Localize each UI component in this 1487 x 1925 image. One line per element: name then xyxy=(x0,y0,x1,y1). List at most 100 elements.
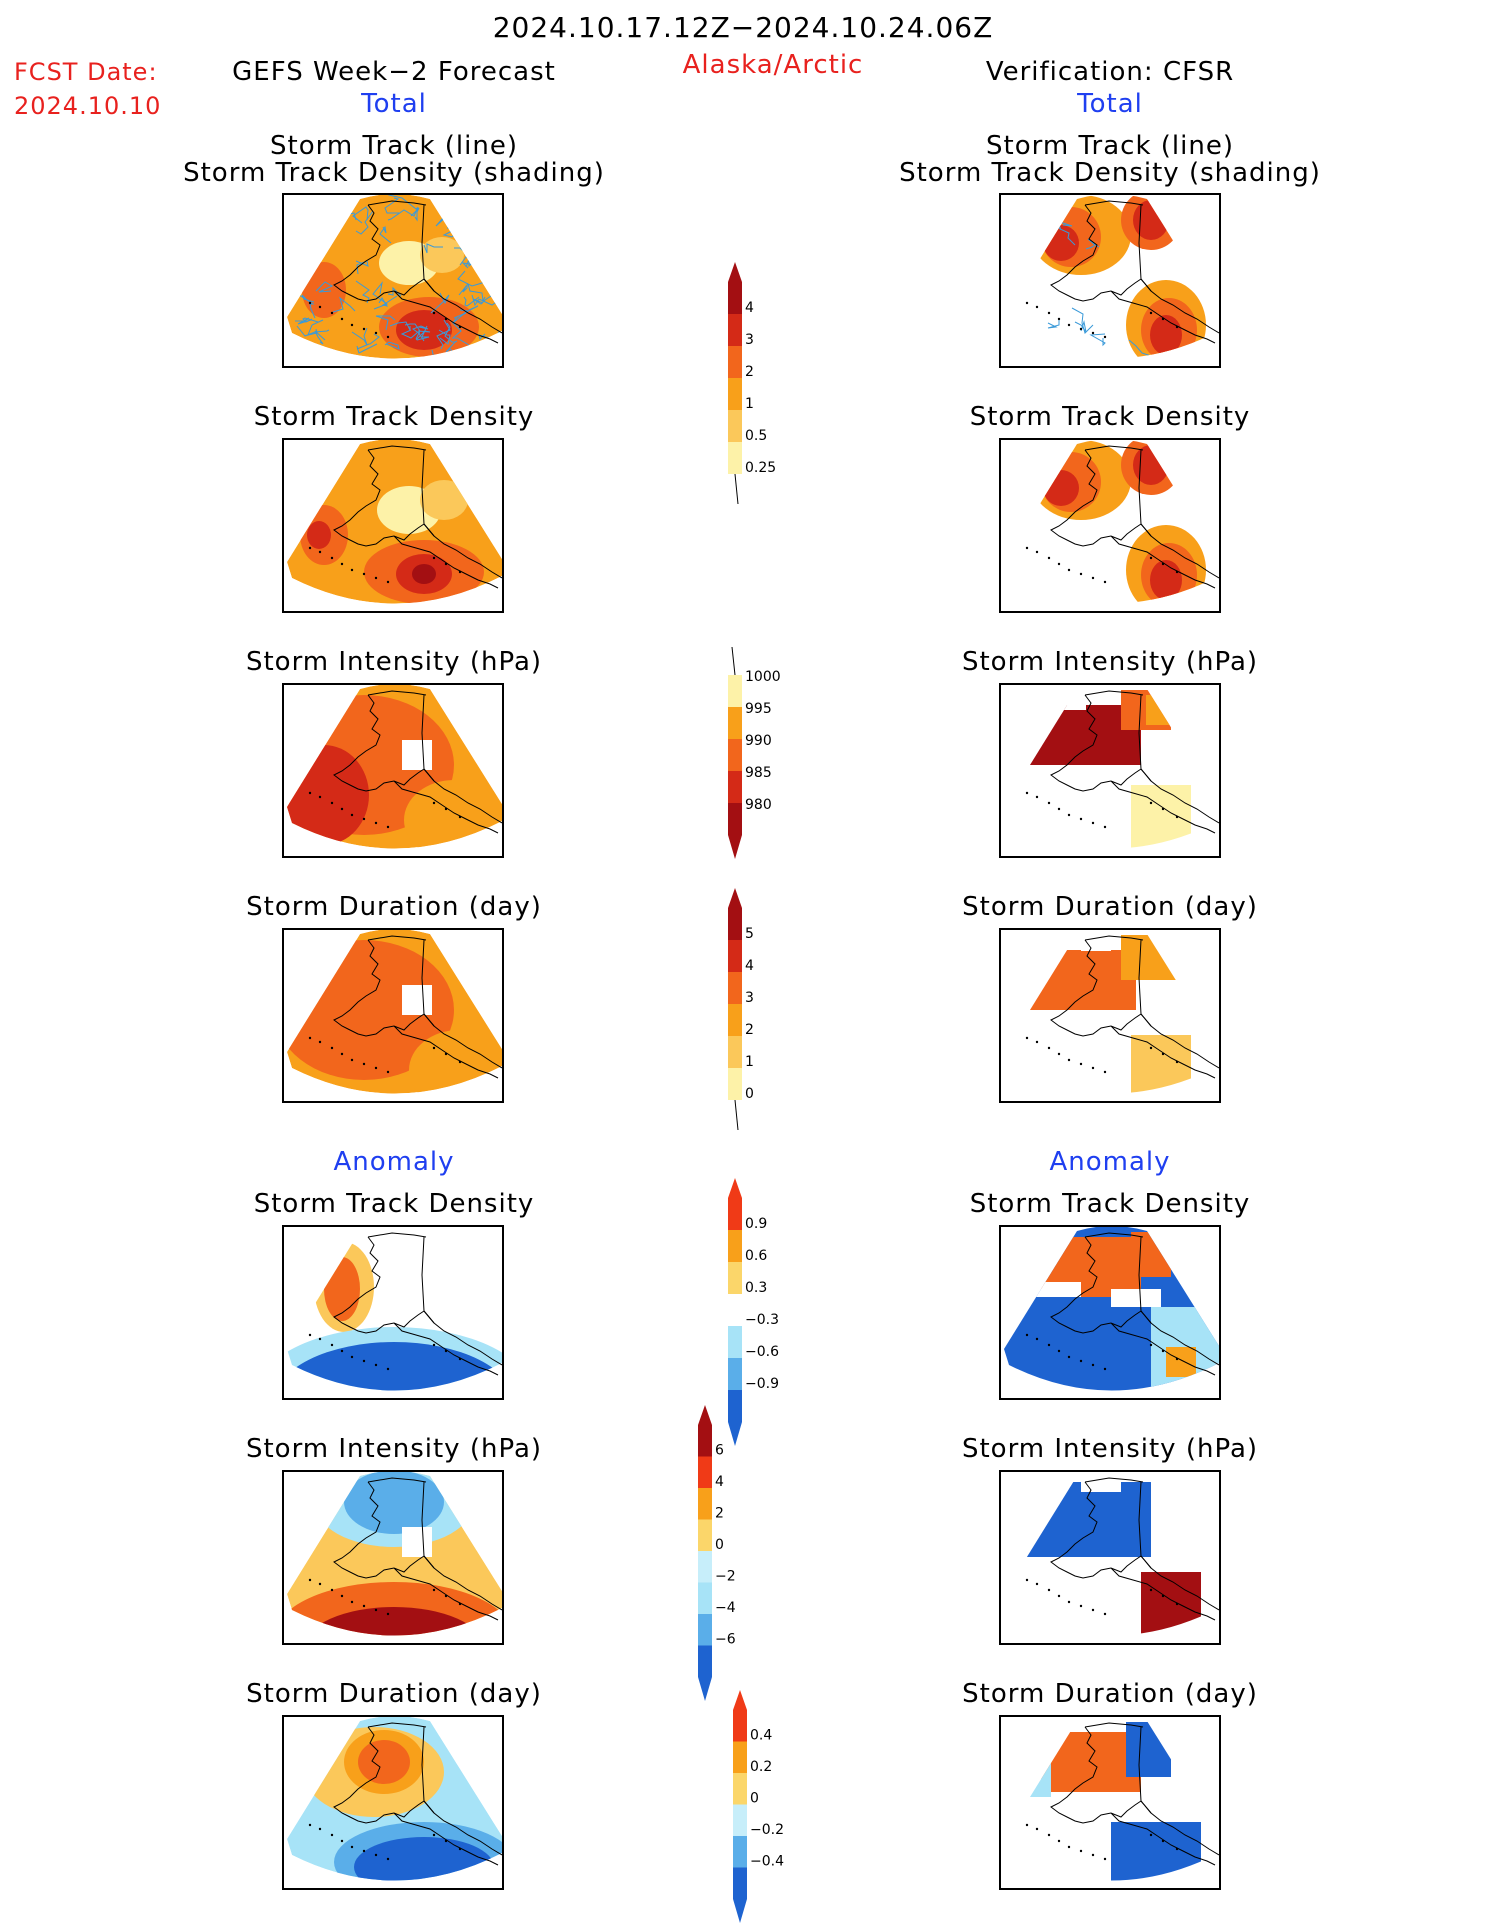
coastline xyxy=(333,935,502,1079)
anomaly-label-right: Anomaly xyxy=(1049,1147,1171,1177)
island xyxy=(362,1849,366,1853)
forecast-period: 2024.10.17.12Z−2024.10.24.06Z xyxy=(492,11,994,44)
shaded-region xyxy=(1166,1347,1196,1377)
island xyxy=(444,1349,448,1353)
island xyxy=(1091,1066,1095,1070)
border-line xyxy=(1138,1481,1152,1569)
island xyxy=(1149,1343,1153,1347)
shaded-region xyxy=(354,1837,494,1881)
island xyxy=(350,1600,354,1604)
island xyxy=(1103,1070,1107,1074)
colorbar-tick-label: 0.25 xyxy=(745,460,776,476)
island xyxy=(1079,1359,1083,1363)
colorbar-intensity-total: 1000 995 990 985 980 xyxy=(728,646,781,859)
island xyxy=(458,1357,462,1361)
island xyxy=(340,1052,344,1056)
border-line xyxy=(1138,1726,1152,1814)
colorbar-tip-bottom xyxy=(728,1422,742,1446)
colorbar-tick-label: −0.6 xyxy=(745,1344,779,1360)
island xyxy=(374,331,378,335)
colorbar-segment xyxy=(728,739,742,771)
colorbar-tip-bottom xyxy=(728,835,742,859)
coastline xyxy=(333,1477,502,1621)
shaded-region xyxy=(1150,315,1182,355)
island xyxy=(1025,1036,1029,1040)
island xyxy=(1091,331,1095,335)
island xyxy=(374,576,378,580)
island xyxy=(432,1833,436,1837)
island xyxy=(318,1337,322,1341)
border-line xyxy=(421,204,435,292)
map-track-right xyxy=(999,193,1221,368)
island xyxy=(374,821,378,825)
island xyxy=(318,550,322,554)
island xyxy=(350,1355,354,1359)
colorbar-segment xyxy=(728,282,742,314)
colorbar-tick-label: 4 xyxy=(745,300,754,316)
colorbar-tick-label: 5 xyxy=(745,926,754,942)
island xyxy=(444,1052,448,1056)
island xyxy=(308,1578,312,1582)
island xyxy=(318,795,322,799)
island xyxy=(458,325,462,329)
map-anom-density-left xyxy=(282,1225,504,1400)
island xyxy=(1103,1857,1107,1861)
colorbar-tick-label: 2 xyxy=(715,1506,724,1522)
border-line xyxy=(421,449,435,537)
colorbar-tip-top xyxy=(728,262,742,282)
island xyxy=(308,1036,312,1040)
colorbar-tick-label: −0.9 xyxy=(745,1376,779,1392)
coastline xyxy=(1050,1722,1219,1866)
colorbar-tick-label: −0.3 xyxy=(745,1312,779,1328)
island xyxy=(1175,1602,1179,1606)
colorbar-segment xyxy=(728,378,742,410)
colorbar-segment xyxy=(728,1294,742,1326)
island xyxy=(362,572,366,576)
colorbar-segment xyxy=(733,1836,747,1868)
coastline xyxy=(333,1722,502,1866)
border-line xyxy=(421,1726,435,1814)
shaded-region xyxy=(1150,560,1182,600)
colorbar-segment xyxy=(728,1230,742,1262)
colorbar-tip-bottom xyxy=(733,1899,747,1923)
island xyxy=(330,1588,334,1592)
colorbar-tick-label: 0.3 xyxy=(745,1280,767,1296)
border-line xyxy=(1138,939,1152,1027)
island xyxy=(340,1839,344,1843)
island xyxy=(386,1857,390,1861)
colorbar-segment xyxy=(728,1198,742,1230)
island xyxy=(458,1602,462,1606)
title-density-left: Storm Track Density xyxy=(253,402,535,432)
colorbar-segment xyxy=(728,972,742,1004)
coastline xyxy=(1050,445,1219,589)
island xyxy=(362,1604,366,1608)
island xyxy=(1175,1060,1179,1064)
island xyxy=(1103,1367,1107,1371)
island xyxy=(362,1359,366,1363)
island xyxy=(1057,317,1061,321)
colorbar-segment xyxy=(728,908,742,940)
colorbar-tick-label: 0 xyxy=(745,1086,754,1102)
island xyxy=(1057,1349,1061,1353)
island xyxy=(1149,801,1153,805)
island xyxy=(386,335,390,339)
title-track-shading-left: Storm Track Density (shading) xyxy=(183,158,605,188)
colorbar-segment xyxy=(728,675,742,707)
colorbar-segment xyxy=(728,410,742,442)
island xyxy=(308,546,312,550)
island xyxy=(340,1594,344,1598)
island xyxy=(1175,1847,1179,1851)
island xyxy=(1025,1333,1029,1337)
colorbar-tip-top xyxy=(733,1690,747,1710)
colorbar-tick-label: 0 xyxy=(750,1791,759,1807)
border-line xyxy=(1138,449,1152,537)
island xyxy=(432,1343,436,1347)
island xyxy=(1161,317,1165,321)
map-anom-duration-right xyxy=(999,1715,1221,1890)
island xyxy=(1047,1343,1051,1347)
shaded-region xyxy=(1126,1722,1171,1777)
map-anom-intensity-left xyxy=(282,1470,504,1645)
colorbar-duration-anom: 0.4 0.2 0 −0.2 −0.4 xyxy=(733,1690,784,1923)
colorbar-segment xyxy=(728,1390,742,1422)
island xyxy=(1047,311,1051,315)
